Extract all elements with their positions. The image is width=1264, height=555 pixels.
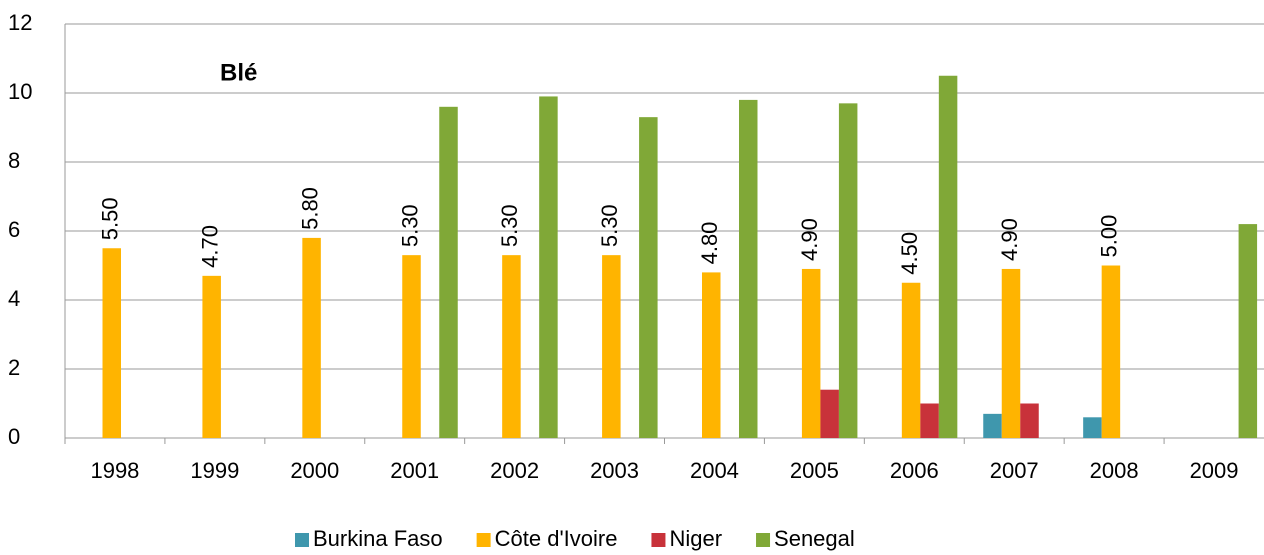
y-tick-label: 6 (8, 217, 20, 242)
bar (202, 275, 221, 438)
legend-swatch (295, 533, 309, 547)
bar (702, 272, 721, 438)
data-label: 4.80 (697, 222, 722, 265)
bar (402, 255, 421, 438)
y-tick-label: 10 (8, 79, 32, 104)
bar (539, 96, 558, 438)
bar (639, 117, 658, 439)
data-label: 5.30 (497, 204, 522, 247)
bar (901, 282, 921, 438)
x-tick-label: 2009 (1190, 458, 1239, 483)
legend-swatch (756, 533, 771, 547)
bar (838, 103, 858, 438)
x-tick-label: 2000 (290, 458, 339, 483)
bar (1001, 268, 1021, 438)
chart-title: Blé (220, 59, 257, 86)
x-tick-label: 2003 (590, 458, 639, 483)
bar (1238, 224, 1258, 438)
data-label: 4.50 (897, 232, 922, 275)
y-tick-label: 2 (8, 355, 20, 380)
x-tick-label: 2005 (790, 458, 839, 483)
x-tick-label: 1999 (190, 458, 239, 483)
data-label: 4.90 (997, 218, 1022, 261)
bar (801, 268, 821, 438)
x-tick-label: 2008 (1090, 458, 1139, 483)
data-label: 4.90 (797, 218, 822, 261)
x-tick-label: 2007 (990, 458, 1039, 483)
bar (602, 255, 621, 438)
bar (920, 403, 939, 438)
bar (302, 237, 321, 438)
bar (1020, 403, 1039, 438)
bar (820, 389, 839, 438)
bar (102, 248, 121, 438)
legend-label: Senegal (774, 526, 855, 551)
x-tick-label: 1998 (90, 458, 139, 483)
bar (938, 75, 958, 438)
data-label: 5.30 (397, 204, 422, 247)
x-tick-label: 2004 (690, 458, 739, 483)
x-tick-label: 2006 (890, 458, 939, 483)
bar (739, 99, 758, 439)
bar (439, 106, 458, 439)
data-label: 5.80 (297, 187, 322, 230)
data-label: 4.70 (197, 225, 222, 268)
bar (1083, 417, 1102, 438)
legend-swatch (476, 533, 491, 547)
legend-swatch (651, 533, 666, 547)
data-label: 5.00 (1097, 215, 1122, 258)
y-tick-label: 4 (8, 286, 20, 311)
y-tick-label: 8 (8, 148, 20, 173)
bar (502, 255, 521, 438)
x-tick-label: 2001 (390, 458, 439, 483)
legend-label: Côte d'Ivoire (495, 526, 618, 551)
legend-label: Niger (669, 526, 722, 551)
bar (1101, 265, 1121, 438)
x-tick-label: 2002 (490, 458, 539, 483)
legend-label: Burkina Faso (313, 526, 443, 551)
bar (983, 413, 1002, 438)
data-label: 5.30 (597, 204, 622, 247)
y-tick-label: 12 (8, 10, 32, 35)
data-label: 5.50 (98, 197, 123, 240)
y-tick-label: 0 (8, 424, 20, 449)
